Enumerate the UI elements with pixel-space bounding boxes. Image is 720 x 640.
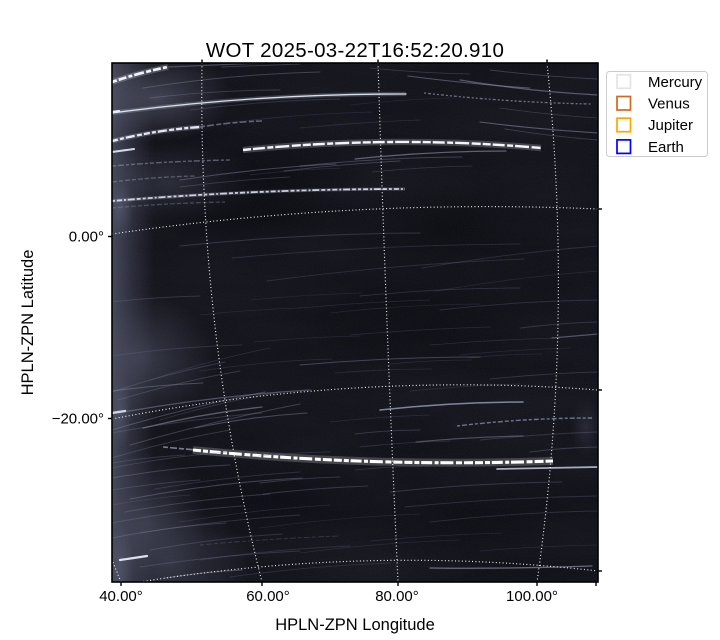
svg-text:−20.00°: −20.00° <box>52 411 104 428</box>
svg-text:100.00°: 100.00° <box>506 588 558 605</box>
svg-text:0.00°: 0.00° <box>69 229 104 246</box>
svg-text:Earth: Earth <box>648 139 684 156</box>
svg-text:WOT 2025-03-22T16:52:20.910: WOT 2025-03-22T16:52:20.910 <box>206 39 504 62</box>
svg-text:40.00°: 40.00° <box>99 588 143 605</box>
svg-text:HPLN-ZPN Longitude: HPLN-ZPN Longitude <box>275 616 435 634</box>
svg-text:Venus: Venus <box>648 96 690 113</box>
svg-text:80.00°: 80.00° <box>375 588 419 605</box>
svg-text:60.00°: 60.00° <box>246 588 290 605</box>
svg-text:HPLN-ZPN Latitude: HPLN-ZPN Latitude <box>19 250 37 396</box>
svg-text:Mercury: Mercury <box>648 74 703 91</box>
svg-text:Jupiter: Jupiter <box>648 117 693 134</box>
